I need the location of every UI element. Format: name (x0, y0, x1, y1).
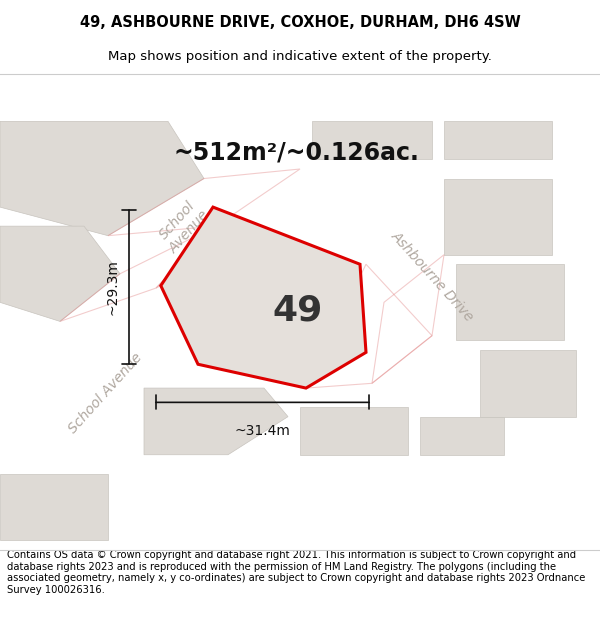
Polygon shape (144, 388, 288, 455)
Polygon shape (312, 121, 432, 159)
Text: 49: 49 (272, 293, 322, 328)
Polygon shape (0, 92, 300, 417)
Text: Map shows position and indicative extent of the property.: Map shows position and indicative extent… (108, 50, 492, 63)
Polygon shape (444, 179, 552, 255)
Polygon shape (444, 121, 552, 159)
Text: ~31.4m: ~31.4m (235, 424, 290, 438)
Polygon shape (0, 464, 600, 550)
Text: ~29.3m: ~29.3m (106, 259, 120, 315)
Polygon shape (0, 226, 120, 321)
Polygon shape (0, 474, 108, 541)
Polygon shape (420, 417, 504, 455)
Polygon shape (456, 264, 564, 341)
Text: School
Avenue: School Avenue (154, 197, 212, 256)
Polygon shape (228, 92, 600, 407)
Polygon shape (0, 121, 204, 236)
Polygon shape (0, 74, 600, 121)
Text: Contains OS data © Crown copyright and database right 2021. This information is : Contains OS data © Crown copyright and d… (7, 550, 586, 595)
Polygon shape (161, 207, 366, 388)
Polygon shape (480, 350, 576, 417)
Text: School Avenue: School Avenue (65, 350, 145, 436)
Text: ~512m²/~0.126ac.: ~512m²/~0.126ac. (174, 141, 420, 164)
Text: Ashbourne Drive: Ashbourne Drive (388, 228, 476, 324)
Polygon shape (300, 407, 408, 455)
Text: 49, ASHBOURNE DRIVE, COXHOE, DURHAM, DH6 4SW: 49, ASHBOURNE DRIVE, COXHOE, DURHAM, DH6… (80, 15, 520, 30)
